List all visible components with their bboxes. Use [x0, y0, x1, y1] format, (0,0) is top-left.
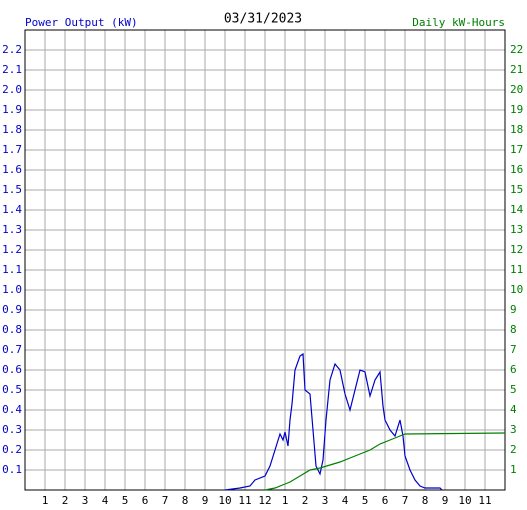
y-tick-label: 0.1	[2, 463, 22, 476]
chart-title: 03/31/2023	[224, 12, 302, 27]
y-tick-label: 0.4	[2, 403, 22, 416]
y-tick-label: 0.2	[2, 443, 22, 456]
x-tick-label: 5	[362, 494, 369, 507]
y-axis-label: Power Output (kW)	[25, 16, 138, 29]
y2-tick-label: 3	[510, 423, 517, 436]
x-tick-label: 12	[258, 494, 271, 507]
y2-tick-label: 17	[510, 143, 523, 156]
y-tick-label: 0.8	[2, 323, 22, 336]
x-tick-label: 9	[442, 494, 449, 507]
y2-tick-label: 7	[510, 343, 517, 356]
y-tick-label: 1.0	[2, 283, 22, 296]
x-tick-label: 1	[282, 494, 289, 507]
y2-tick-label: 19	[510, 103, 523, 116]
y-tick-label: 1.6	[2, 163, 22, 176]
y2-tick-label: 14	[510, 203, 524, 216]
series-line	[264, 432, 506, 491]
series-line	[224, 352, 443, 491]
x-tick-label: 2	[302, 494, 309, 507]
y2-tick-label: 12	[510, 243, 523, 256]
y2-tick-label: 1	[510, 463, 517, 476]
y-tick-label: 1.5	[2, 183, 22, 196]
y2-tick-label: 2	[510, 443, 517, 456]
y2-tick-label: 13	[510, 223, 523, 236]
y2-tick-label: 8	[510, 323, 517, 336]
y2-tick-label: 5	[510, 383, 517, 396]
y-tick-label: 1.3	[2, 223, 22, 236]
x-tick-label: 5	[122, 494, 129, 507]
x-tick-label: 4	[342, 494, 349, 507]
y2-axis-label: Daily kW-Hours	[412, 16, 505, 29]
y2-tick-label: 21	[510, 63, 523, 76]
x-tick-label: 11	[238, 494, 251, 507]
x-tick-label: 11	[478, 494, 491, 507]
x-tick-label: 3	[82, 494, 89, 507]
y2-tick-label: 15	[510, 183, 523, 196]
y2-tick-label: 6	[510, 363, 517, 376]
x-tick-label: 8	[182, 494, 189, 507]
x-tick-label: 7	[162, 494, 169, 507]
y-tick-label: 2.0	[2, 83, 22, 96]
y-tick-label: 2.1	[2, 63, 22, 76]
x-tick-label: 7	[402, 494, 409, 507]
x-tick-label: 1	[42, 494, 49, 507]
y2-tick-label: 11	[510, 263, 523, 276]
y-tick-label: 0.3	[2, 423, 22, 436]
y2-tick-label: 4	[510, 403, 517, 416]
y-tick-label: 1.1	[2, 263, 22, 276]
x-tick-label: 6	[142, 494, 149, 507]
y-tick-label: 2.2	[2, 43, 22, 56]
y2-tick-label: 18	[510, 123, 523, 136]
x-tick-label: 9	[202, 494, 209, 507]
y-tick-label: 0.7	[2, 343, 22, 356]
x-tick-label: 10	[458, 494, 471, 507]
y2-tick-label: 10	[510, 283, 523, 296]
x-tick-label: 10	[218, 494, 231, 507]
y-tick-label: 0.5	[2, 383, 22, 396]
x-tick-label: 6	[382, 494, 389, 507]
y2-tick-label: 20	[510, 83, 523, 96]
y-tick-label: 0.6	[2, 363, 22, 376]
y-tick-label: 1.8	[2, 123, 22, 136]
x-tick-label: 3	[322, 494, 329, 507]
x-tick-label: 2	[62, 494, 69, 507]
y2-tick-label: 9	[510, 303, 517, 316]
x-tick-label: 8	[422, 494, 429, 507]
y-tick-label: 1.4	[2, 203, 22, 216]
y-tick-label: 1.7	[2, 143, 22, 156]
y-tick-label: 1.9	[2, 103, 22, 116]
y-tick-label: 0.9	[2, 303, 22, 316]
y2-tick-label: 16	[510, 163, 523, 176]
y2-tick-label: 22	[510, 43, 523, 56]
y-tick-label: 1.2	[2, 243, 22, 256]
x-tick-label: 4	[102, 494, 109, 507]
